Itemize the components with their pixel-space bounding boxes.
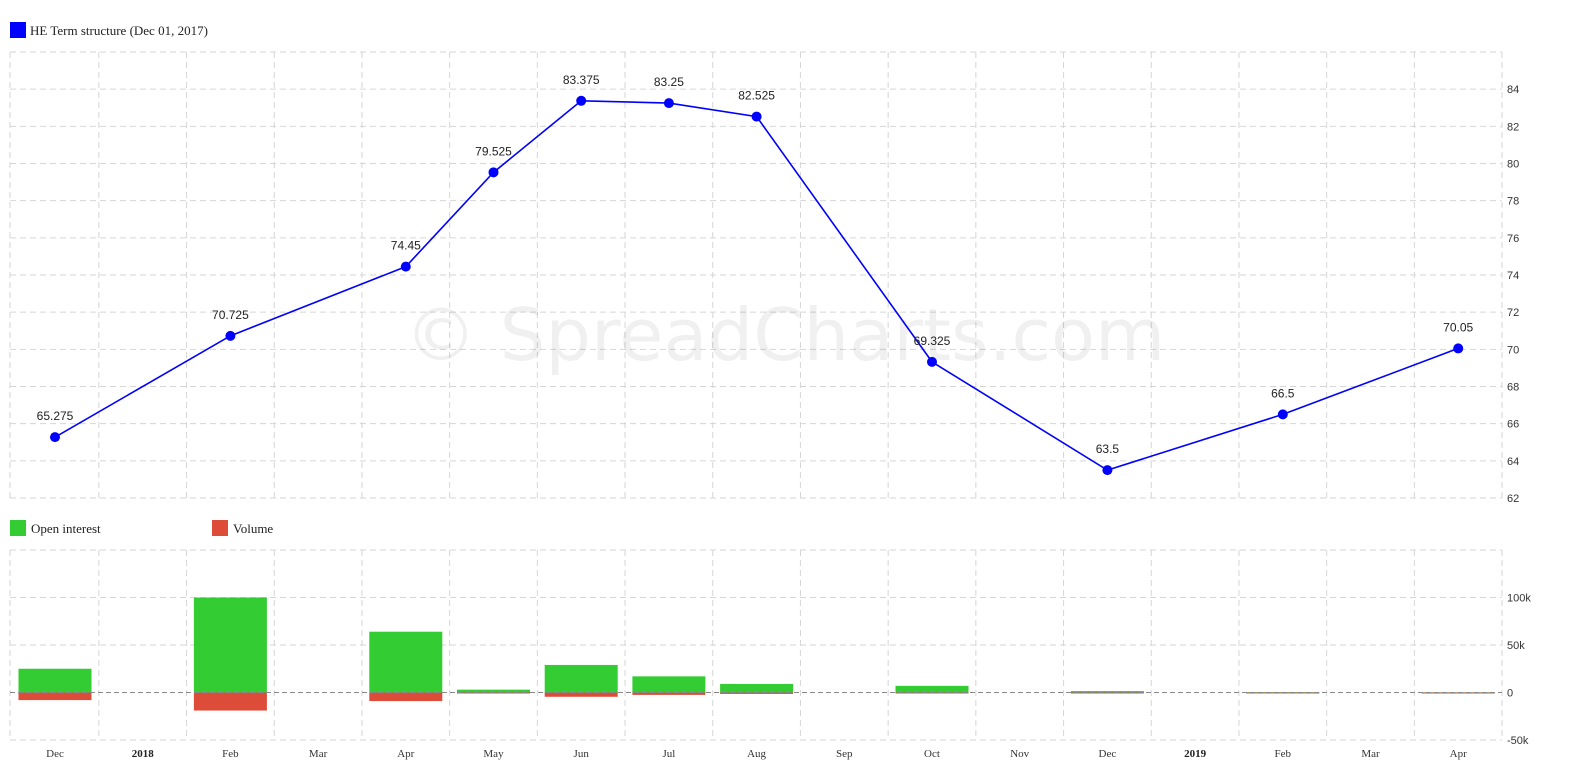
x-axis: Dec 2018 Feb Mar Apr May Jun Jul Aug Sep Oct Nov Dec… bbox=[46, 748, 1467, 760]
data-label: 70.725 bbox=[212, 308, 249, 322]
data-label: 83.375 bbox=[563, 73, 600, 87]
data-label: 79.525 bbox=[475, 144, 512, 158]
watermark: © SpreadCharts.com bbox=[405, 293, 1165, 377]
legend-label-term-structure: HE Term structure (Dec 01, 2017) bbox=[30, 23, 208, 38]
data-point bbox=[400, 261, 411, 272]
data-label: 66.5 bbox=[1271, 386, 1295, 400]
x-tick-label: Feb bbox=[1275, 748, 1292, 760]
volume-bar bbox=[544, 692, 618, 697]
x-tick-label: Dec bbox=[46, 748, 64, 760]
open-interest-bar bbox=[1070, 691, 1144, 693]
y-tick-label: 64 bbox=[1507, 456, 1519, 468]
x-tick-label: Jul bbox=[662, 748, 675, 760]
legend-swatch-term-structure bbox=[10, 22, 26, 38]
x-tick-label: Nov bbox=[1010, 748, 1029, 760]
top-chart-y-axis: 62 64 66 68 70 72 74 76 78 80 82 84 bbox=[1507, 84, 1519, 505]
y-tick-label: 74 bbox=[1507, 270, 1519, 282]
data-point bbox=[488, 167, 499, 178]
data-label: 74.45 bbox=[391, 239, 421, 253]
y-tick-label: 50k bbox=[1507, 640, 1525, 652]
legend-label-open-interest: Open interest bbox=[31, 521, 101, 536]
y-tick-label: 78 bbox=[1507, 196, 1519, 208]
x-tick-label: Dec bbox=[1099, 748, 1117, 760]
open-interest-bar bbox=[18, 668, 92, 693]
x-tick-label: Mar bbox=[309, 748, 328, 760]
open-interest-volume-bars bbox=[18, 597, 1495, 711]
data-point bbox=[927, 356, 937, 367]
y-tick-label: 62 bbox=[1507, 493, 1519, 505]
x-tick-label: Sep bbox=[836, 748, 853, 760]
data-point bbox=[576, 95, 587, 106]
x-tick-label: Feb bbox=[222, 748, 239, 760]
open-interest-bar bbox=[369, 631, 443, 693]
term-structure-line: 65.275 70.725 74.45 79.525 83.375 83.25 82.525… bbox=[37, 73, 1474, 476]
x-tick-label: 2018 bbox=[132, 748, 155, 760]
y-tick-label: 100k bbox=[1507, 593, 1531, 605]
volume-bar bbox=[369, 692, 443, 702]
open-interest-bar bbox=[544, 664, 618, 693]
top-chart-grid bbox=[9, 51, 1503, 499]
volume-bar bbox=[18, 692, 92, 701]
volume-bar bbox=[632, 692, 706, 695]
legend-swatch-volume bbox=[212, 520, 228, 536]
legend-swatch-open-interest bbox=[10, 520, 26, 536]
x-tick-label: 2019 bbox=[1184, 748, 1207, 760]
volume-bar bbox=[720, 692, 794, 694]
data-point bbox=[751, 111, 762, 122]
open-interest-bar bbox=[895, 685, 969, 693]
x-tick-label: May bbox=[483, 748, 504, 760]
y-tick-label: 80 bbox=[1507, 159, 1519, 171]
data-point bbox=[225, 330, 236, 341]
term-structure-series-line bbox=[54, 99, 1459, 471]
bottom-chart-y-axis: -50k 0 50k 100k bbox=[1507, 593, 1531, 748]
data-point bbox=[1453, 343, 1464, 354]
x-tick-label: Oct bbox=[924, 748, 940, 760]
data-label: 65.275 bbox=[37, 409, 74, 423]
bottom-chart-grid bbox=[9, 549, 1503, 741]
legend-label-volume: Volume bbox=[233, 521, 273, 536]
x-tick-label: Mar bbox=[1361, 748, 1380, 760]
x-tick-label: Aug bbox=[747, 748, 766, 760]
y-tick-label: 70 bbox=[1507, 344, 1519, 356]
y-tick-label: 84 bbox=[1507, 84, 1519, 96]
data-point bbox=[1102, 465, 1113, 476]
open-interest-bar bbox=[193, 597, 267, 693]
data-label: 83.25 bbox=[654, 75, 684, 89]
y-tick-label: -50k bbox=[1507, 735, 1529, 747]
open-interest-bar bbox=[457, 689, 530, 693]
y-tick-label: 68 bbox=[1507, 382, 1519, 394]
data-label: 70.05 bbox=[1443, 320, 1473, 334]
open-interest-bar bbox=[632, 676, 706, 693]
y-tick-label: 0 bbox=[1507, 688, 1513, 700]
y-tick-label: 66 bbox=[1507, 419, 1519, 431]
x-tick-label: Apr bbox=[1450, 748, 1467, 760]
open-interest-bar bbox=[720, 683, 794, 693]
data-point bbox=[50, 432, 60, 443]
x-tick-label: Jun bbox=[574, 748, 590, 760]
y-tick-label: 76 bbox=[1507, 233, 1519, 245]
data-point bbox=[1277, 409, 1288, 420]
volume-bar bbox=[193, 692, 267, 711]
x-tick-label: Apr bbox=[397, 748, 414, 760]
y-tick-label: 72 bbox=[1507, 307, 1519, 319]
data-label: 82.525 bbox=[738, 89, 775, 103]
data-point bbox=[663, 98, 674, 109]
data-label: 63.5 bbox=[1096, 442, 1120, 456]
data-label: 69.325 bbox=[914, 334, 951, 348]
y-tick-label: 82 bbox=[1507, 121, 1519, 133]
